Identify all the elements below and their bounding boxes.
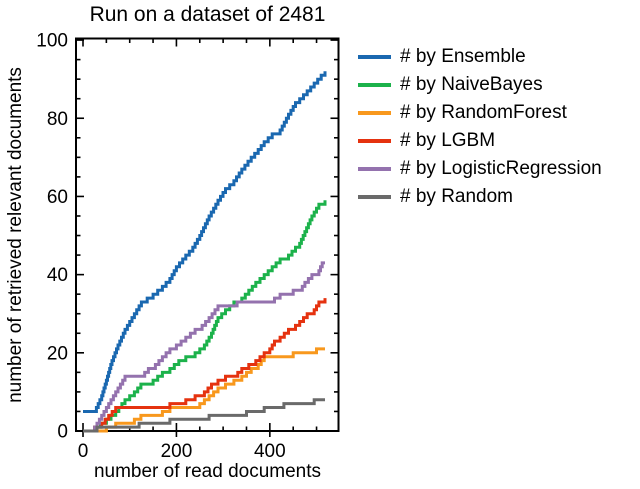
series-line--by-logisticregression bbox=[83, 261, 325, 433]
x-tick-label: 0 bbox=[78, 441, 89, 462]
legend-item: # by Ensemble bbox=[358, 43, 602, 71]
legend-line-swatch bbox=[358, 167, 391, 171]
series-line--by-naivebayes bbox=[83, 200, 327, 433]
y-tick-label: 20 bbox=[47, 343, 68, 364]
legend: # by Ensemble # by NaiveBayes # by RandomF… bbox=[358, 43, 602, 211]
legend-item: # by NaiveBayes bbox=[358, 71, 602, 99]
y-tick-label: 40 bbox=[47, 265, 68, 286]
legend-line-swatch bbox=[358, 83, 391, 87]
x-tick-label: 400 bbox=[254, 441, 286, 462]
series-line--by-randomforest bbox=[83, 347, 325, 433]
legend-item: # by LogisticRegression bbox=[358, 155, 602, 183]
y-tick-label: 100 bbox=[36, 31, 68, 52]
legend-line-swatch bbox=[358, 195, 391, 199]
legend-label: # by Random bbox=[400, 186, 514, 207]
legend-item: # by Random bbox=[358, 183, 602, 211]
legend-line-swatch bbox=[358, 139, 391, 143]
legend-label: # by RandomForest bbox=[400, 102, 567, 123]
legend-line-swatch bbox=[358, 55, 391, 59]
legend-item: # by RandomForest bbox=[358, 99, 602, 127]
x-tick-label: 200 bbox=[161, 441, 193, 462]
y-tick-label: 60 bbox=[47, 187, 68, 208]
series-line--by-lgbm bbox=[83, 298, 327, 433]
legend-label: # by LogisticRegression bbox=[400, 158, 602, 179]
series-line--by-ensemble bbox=[83, 71, 327, 413]
chart-title: Run on a dataset of 2481 bbox=[89, 3, 326, 26]
legend-line-swatch bbox=[358, 111, 391, 115]
series-line--by-random bbox=[83, 398, 325, 433]
legend-label: # by LGBM bbox=[400, 130, 496, 151]
legend-label: # by NaiveBayes bbox=[400, 74, 543, 95]
x-axis-label: number of read documents bbox=[93, 461, 322, 482]
y-tick-label: 0 bbox=[57, 422, 68, 443]
y-tick-label: 80 bbox=[47, 109, 68, 130]
legend-item: # by LGBM bbox=[358, 127, 602, 155]
legend-label: # by Ensemble bbox=[400, 46, 526, 67]
